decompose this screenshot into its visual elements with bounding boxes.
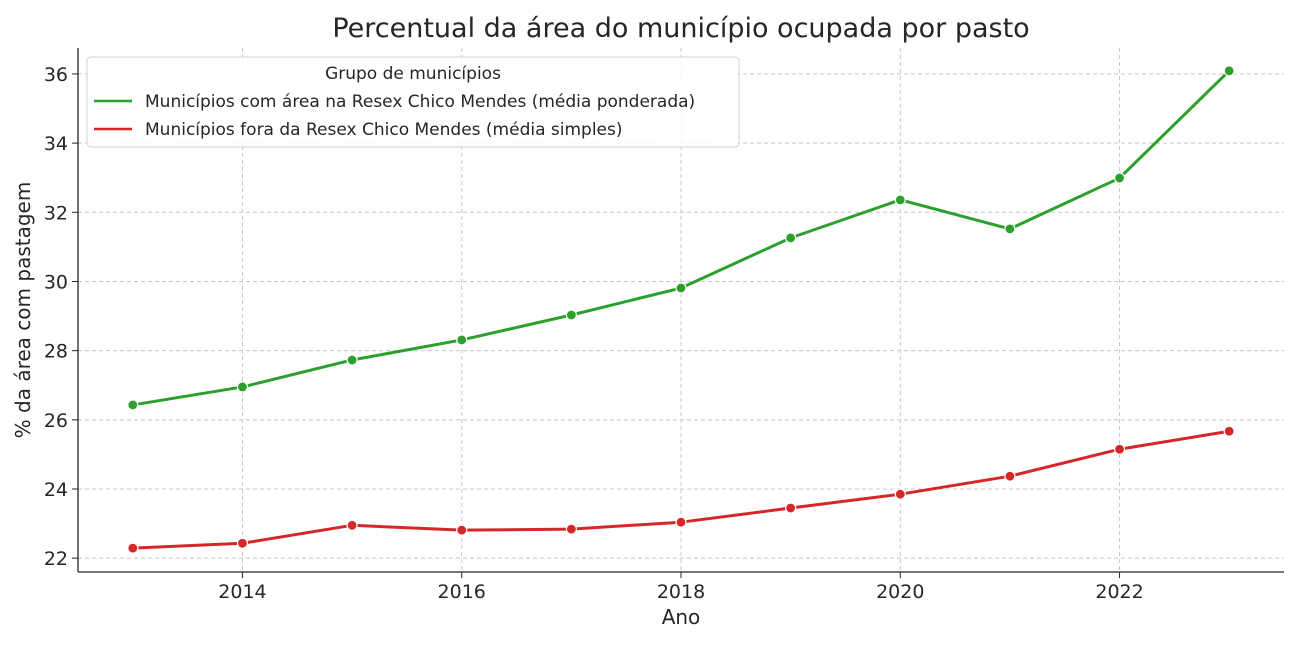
data-point bbox=[127, 542, 139, 554]
legend-label-1: Municípios fora da Resex Chico Mendes (m… bbox=[145, 120, 623, 140]
data-point bbox=[456, 334, 468, 346]
data-point bbox=[894, 488, 906, 500]
data-point bbox=[236, 381, 249, 393]
legend-box bbox=[86, 56, 740, 148]
data-point bbox=[1004, 223, 1016, 235]
data-point bbox=[894, 194, 906, 206]
y-tick-label: 24 bbox=[44, 479, 68, 501]
y-tick-label: 28 bbox=[44, 341, 68, 363]
legend-label-0: Municípios com área na Resex Chico Mende… bbox=[145, 92, 695, 112]
data-point bbox=[1113, 443, 1126, 455]
y-axis-label: % da área com pastagem bbox=[11, 182, 35, 439]
data-point bbox=[565, 523, 577, 535]
data-point bbox=[785, 502, 797, 514]
x-tick-label: 2018 bbox=[657, 581, 705, 603]
series-group bbox=[127, 65, 1235, 554]
y-tick-label: 36 bbox=[44, 64, 68, 86]
data-point bbox=[1004, 470, 1016, 482]
x-tick-label: 2016 bbox=[438, 581, 486, 603]
y-tick-label: 22 bbox=[44, 548, 68, 570]
y-tick-label: 26 bbox=[44, 410, 68, 432]
data-point bbox=[1223, 425, 1235, 437]
data-point bbox=[675, 516, 687, 528]
data-point bbox=[1223, 65, 1235, 77]
y-tick-label: 30 bbox=[44, 271, 68, 293]
x-axis-label: Ano bbox=[662, 605, 701, 629]
y-tick-label: 32 bbox=[44, 202, 68, 224]
legend-title: Grupo de municípios bbox=[325, 64, 501, 84]
data-point bbox=[236, 537, 249, 549]
legend: Grupo de municípios Municípios com área … bbox=[86, 56, 740, 148]
data-point bbox=[127, 399, 139, 411]
data-point bbox=[346, 354, 358, 366]
axes: 2014 2016 2018 2020 2022 22 24 26 28 30 32 34 36 bbox=[44, 48, 1284, 603]
y-tick-label: 34 bbox=[44, 133, 68, 155]
x-tick-label: 2020 bbox=[876, 581, 924, 603]
data-point bbox=[565, 309, 577, 321]
data-point bbox=[456, 524, 468, 536]
data-point bbox=[785, 232, 797, 244]
x-tick-label: 2014 bbox=[218, 581, 266, 603]
chart-title: Percentual da área do município ocupada … bbox=[332, 13, 1029, 44]
x-tick-label: 2022 bbox=[1095, 581, 1143, 603]
data-point bbox=[675, 282, 687, 294]
data-point bbox=[1113, 172, 1126, 184]
data-point bbox=[346, 519, 358, 531]
